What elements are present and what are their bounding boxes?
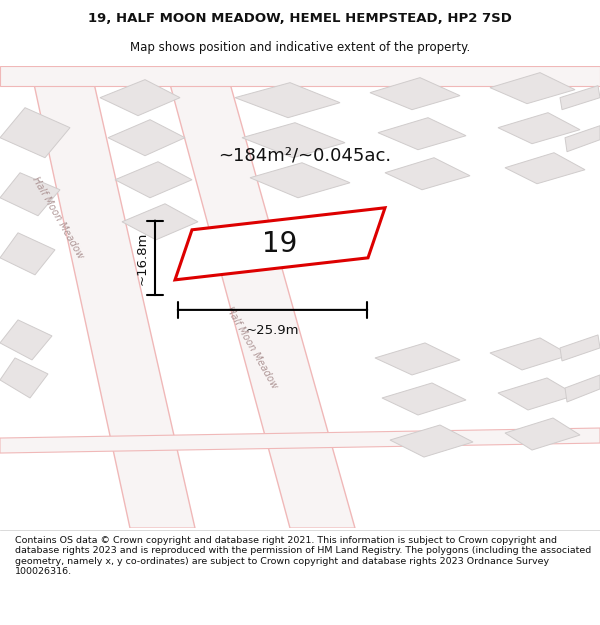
Polygon shape	[250, 162, 350, 198]
Polygon shape	[498, 112, 580, 144]
Polygon shape	[375, 343, 460, 375]
Polygon shape	[242, 122, 345, 158]
Text: Map shows position and indicative extent of the property.: Map shows position and indicative extent…	[130, 41, 470, 54]
Text: Half Moon Meadow: Half Moon Meadow	[224, 305, 280, 391]
Polygon shape	[390, 425, 473, 457]
Polygon shape	[385, 158, 470, 190]
Polygon shape	[0, 232, 55, 275]
Polygon shape	[0, 173, 60, 216]
Polygon shape	[0, 358, 48, 398]
Polygon shape	[378, 118, 466, 150]
Polygon shape	[560, 335, 600, 361]
Polygon shape	[30, 66, 195, 528]
Polygon shape	[122, 204, 198, 240]
Polygon shape	[490, 338, 570, 370]
Text: Contains OS data © Crown copyright and database right 2021. This information is : Contains OS data © Crown copyright and d…	[15, 536, 591, 576]
Polygon shape	[165, 66, 355, 528]
Text: 19, HALF MOON MEADOW, HEMEL HEMPSTEAD, HP2 7SD: 19, HALF MOON MEADOW, HEMEL HEMPSTEAD, H…	[88, 12, 512, 25]
Text: ~184m²/~0.045ac.: ~184m²/~0.045ac.	[218, 147, 392, 165]
Text: ~16.8m: ~16.8m	[136, 231, 149, 284]
Polygon shape	[0, 107, 70, 158]
Polygon shape	[560, 86, 600, 109]
Polygon shape	[505, 418, 580, 450]
Polygon shape	[498, 378, 576, 410]
Polygon shape	[235, 82, 340, 118]
Polygon shape	[0, 428, 600, 453]
Text: Half Moon Meadow: Half Moon Meadow	[31, 175, 86, 261]
Polygon shape	[0, 66, 600, 86]
Polygon shape	[490, 72, 575, 104]
Polygon shape	[370, 78, 460, 109]
Polygon shape	[505, 152, 585, 184]
Polygon shape	[175, 208, 385, 280]
Polygon shape	[382, 383, 466, 415]
Text: 19: 19	[262, 230, 298, 258]
Polygon shape	[100, 79, 180, 116]
Polygon shape	[565, 126, 600, 152]
Polygon shape	[565, 375, 600, 402]
Text: ~25.9m: ~25.9m	[246, 324, 299, 337]
Polygon shape	[115, 162, 192, 198]
Polygon shape	[108, 119, 185, 156]
Polygon shape	[0, 320, 52, 360]
